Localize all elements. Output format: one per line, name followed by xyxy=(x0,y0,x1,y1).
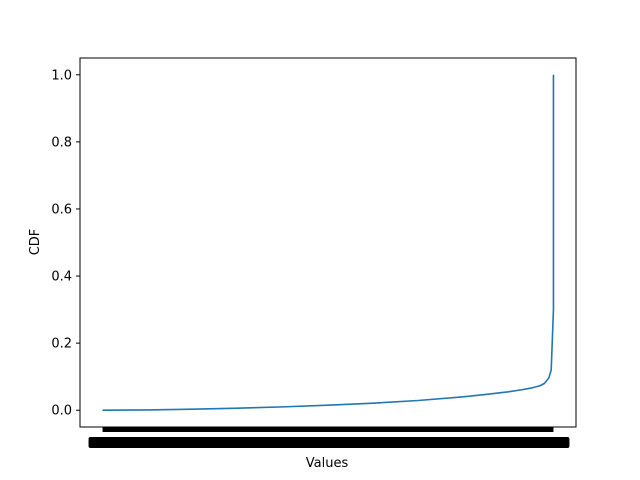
cdf-series-line xyxy=(102,74,555,412)
y-axis-ticks: 0.0 0.2 0.4 0.6 0.8 1.0 xyxy=(51,68,80,419)
x-axis-ticks xyxy=(88,427,570,448)
y-tick-label: 0.4 xyxy=(51,270,72,285)
y-axis-label: CDF xyxy=(28,229,43,256)
y-tick-label: 0.2 xyxy=(51,337,72,352)
y-tick-label: 0.6 xyxy=(51,202,72,217)
y-tick-label: 0.0 xyxy=(51,404,72,419)
x-tick-marks-overlapping xyxy=(102,427,554,432)
plot-area-frame xyxy=(79,57,577,428)
series-layer xyxy=(102,74,555,412)
x-tick-labels-overlapping xyxy=(88,437,570,448)
x-axis-label: Values xyxy=(306,456,349,471)
y-tick-label: 0.8 xyxy=(51,135,72,150)
y-tick-label: 1.0 xyxy=(51,68,72,83)
